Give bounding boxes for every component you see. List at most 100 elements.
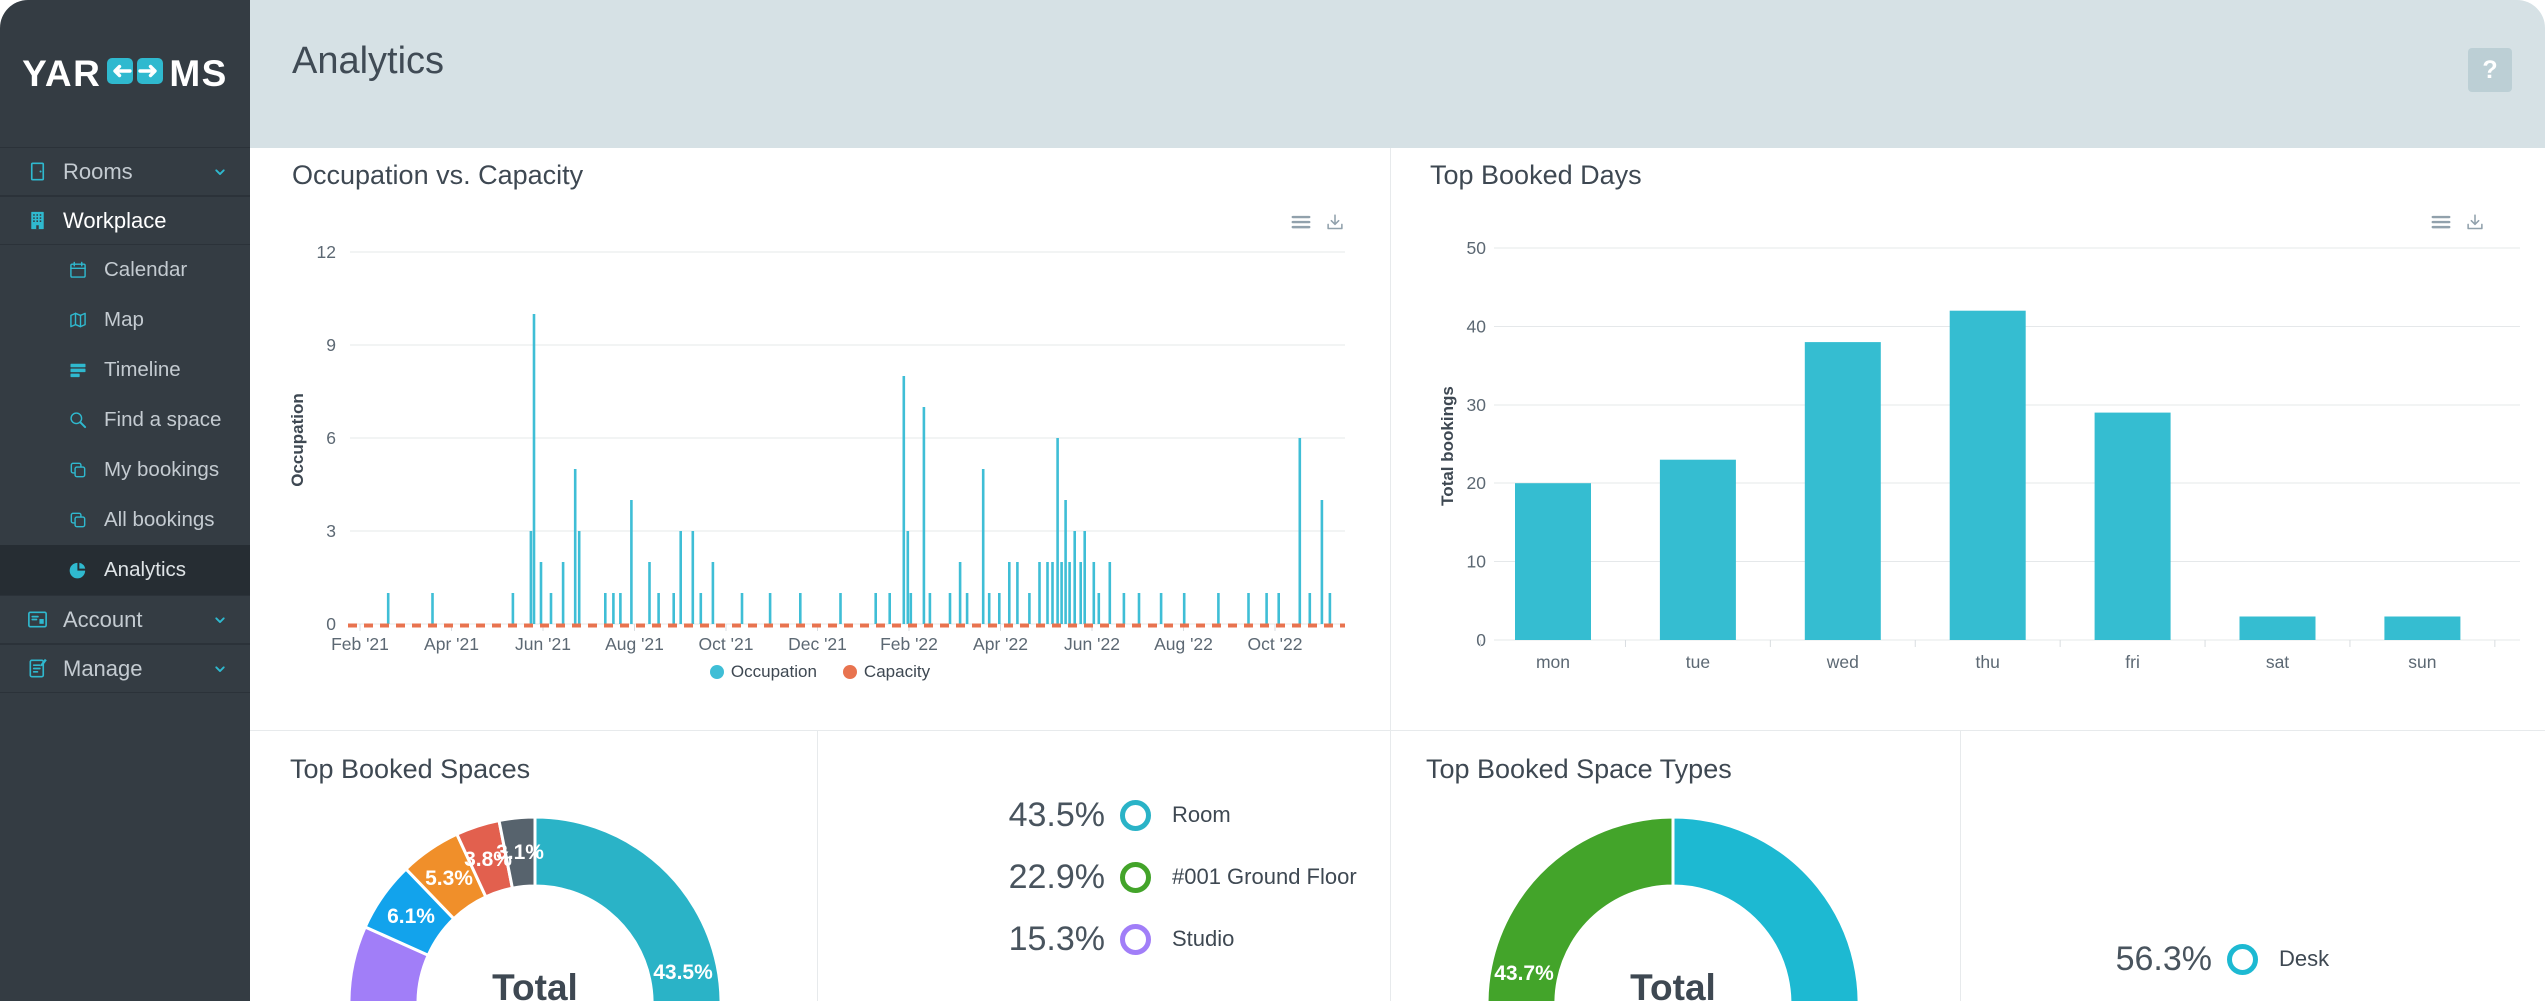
svg-text:tue: tue xyxy=(1686,652,1710,672)
sidebar-item-manage[interactable]: Manage xyxy=(0,644,250,693)
bar-sat xyxy=(2239,616,2316,640)
svg-text:Apr '21: Apr '21 xyxy=(424,634,479,654)
svg-text:Jun '21: Jun '21 xyxy=(515,634,571,654)
sidebar-item-label: Find a space xyxy=(104,408,222,431)
sidebar-item-label: Manage xyxy=(63,655,143,681)
logo-text-left: YAR xyxy=(22,52,102,94)
legend-ring-icon xyxy=(1120,923,1151,955)
top-booked-space-types-donut: 43.7% Total xyxy=(1485,815,1861,1001)
svg-text:40: 40 xyxy=(1467,316,1487,336)
donut-slice-percent: 43.7% xyxy=(1494,962,1554,985)
building-icon xyxy=(26,209,49,232)
pie-legend-row[interactable]: 15.3% Studio xyxy=(817,916,1235,962)
svg-text:30: 30 xyxy=(1467,395,1487,415)
door-icon xyxy=(26,160,49,183)
vertical-divider xyxy=(1960,730,1961,1001)
pie-legend-row[interactable]: 22.9% #001 Ground Floor xyxy=(817,854,1357,900)
sidebar-item-label: All bookings xyxy=(104,508,215,531)
sidebar-item-my-bookings[interactable]: My bookings xyxy=(0,445,250,495)
svg-text:6: 6 xyxy=(326,428,336,448)
chart-download-icon[interactable] xyxy=(1324,212,1346,234)
sidebar-menu: Rooms Workplace Calendar Map Timeline Find a … xyxy=(0,147,250,693)
legend-label: #001 Ground Floor xyxy=(1172,864,1357,889)
chart-download-icon[interactable] xyxy=(2464,212,2486,234)
calendar-icon xyxy=(68,260,88,280)
legend-item-capacity[interactable]: Capacity xyxy=(842,662,931,682)
svg-text:sun: sun xyxy=(2408,652,2436,672)
occupation-vs-capacity-chart: 0 3 6 9 12 Feb '21 Apr '21 Jun '21 Aug '21 Oct '2… xyxy=(317,242,1345,654)
top-booked-spaces-legend: 43.5% Room 22.9% #001 Ground Floor 15.3% Stud… xyxy=(817,730,1390,1001)
legend-dot-icon xyxy=(842,665,857,679)
sidebar-item-find-a-space[interactable]: Find a space xyxy=(0,395,250,445)
svg-text:Dec '21: Dec '21 xyxy=(788,634,847,654)
donut-slice-percent: 3.8% xyxy=(464,848,512,871)
map-icon xyxy=(68,310,88,330)
donut-center-label: Total xyxy=(492,967,578,1001)
svg-text:12: 12 xyxy=(317,242,336,262)
pie-legend-row[interactable]: 56.3% Desk xyxy=(1960,936,2330,982)
help-button[interactable]: ? xyxy=(2468,48,2512,92)
chart-menu-icon[interactable] xyxy=(2430,212,2452,234)
clipboard-icon xyxy=(26,657,49,680)
legend-percent: 15.3% xyxy=(1008,919,1105,958)
sidebar-item-timeline[interactable]: Timeline xyxy=(0,345,250,395)
bar-thu xyxy=(1949,310,2026,640)
legend-percent: 22.9% xyxy=(1008,857,1105,896)
sidebar-item-map[interactable]: Map xyxy=(0,295,250,345)
pie-legend-row[interactable]: 43.5% Room xyxy=(817,792,1231,838)
svg-text:20: 20 xyxy=(1467,473,1487,493)
svg-text:3: 3 xyxy=(326,521,336,541)
sidebar-item-calendar[interactable]: Calendar xyxy=(0,245,250,295)
legend-percent: 56.3% xyxy=(2115,939,2212,978)
chart-title-top-booked-days: Top Booked Days xyxy=(1430,160,1642,190)
chain-link-icon xyxy=(106,51,164,96)
svg-text:50: 50 xyxy=(1467,238,1487,258)
main-content: Occupation vs. Capacity Top Booked Days … xyxy=(250,148,2545,1001)
donut-slice-percent: 5.3% xyxy=(425,867,473,890)
legend-dot-icon xyxy=(709,665,724,679)
chart-legend: Occupation Capacity xyxy=(250,662,1390,682)
chart-title-occupation-capacity: Occupation vs. Capacity xyxy=(292,160,584,190)
sidebar-item-label: Map xyxy=(104,308,144,331)
sidebar-item-account[interactable]: Account xyxy=(0,595,250,644)
search-icon xyxy=(68,410,88,430)
donut-slice xyxy=(1485,815,1675,1001)
chart-title-top-booked-spaces: Top Booked Spaces xyxy=(290,754,531,784)
legend-ring-icon xyxy=(2227,943,2258,975)
svg-text:Jun '22: Jun '22 xyxy=(1064,634,1120,654)
chevron-down-icon xyxy=(210,659,230,679)
svg-text:9: 9 xyxy=(326,335,336,355)
logo-text-right: MS xyxy=(169,52,228,94)
svg-text:Oct '22: Oct '22 xyxy=(1248,634,1303,654)
legend-label: Studio xyxy=(1172,926,1235,951)
id-card-icon xyxy=(26,608,49,631)
sidebar-item-all-bookings[interactable]: All bookings xyxy=(0,495,250,545)
sidebar-item-label: Analytics xyxy=(104,558,187,581)
top-booked-days-chart: 0 10 20 30 40 50 mon tue wed thu fri sat sun xyxy=(1467,238,2520,672)
svg-text:sat: sat xyxy=(2266,652,2289,672)
sidebar-item-analytics[interactable]: Analytics xyxy=(0,545,250,595)
chart-menu-icon[interactable] xyxy=(1290,212,1312,234)
donut-slice-percent: 6.1% xyxy=(387,905,435,928)
bookings-icon xyxy=(68,460,88,480)
legend-label: Desk xyxy=(2279,946,2330,971)
page-header: Analytics ? xyxy=(250,0,2545,148)
chart-toolbar xyxy=(1290,212,1346,234)
svg-text:mon: mon xyxy=(1536,652,1570,672)
legend-percent: 43.5% xyxy=(1008,795,1105,834)
donut-slice xyxy=(497,815,537,890)
svg-text:0: 0 xyxy=(1476,630,1486,650)
donut-slice-percent: 43.5% xyxy=(653,961,713,984)
legend-item-label: Capacity xyxy=(863,662,931,681)
sidebar-item-rooms[interactable]: Rooms xyxy=(0,147,250,196)
sidebar-item-workplace[interactable]: Workplace xyxy=(0,196,250,245)
yarooms-logo[interactable]: YAR MS xyxy=(0,0,250,147)
svg-text:Apr '22: Apr '22 xyxy=(973,634,1028,654)
donut-slice-percent: 3.1% xyxy=(496,841,544,864)
legend-ring-icon xyxy=(1120,861,1151,893)
top-booked-spaces-donut: 43.5% 6.1% 5.3%3.8%3.1% Total xyxy=(347,815,723,1001)
vertical-divider xyxy=(817,730,818,1001)
legend-item-occupation[interactable]: Occupation xyxy=(709,662,817,682)
legend-item-label: Occupation xyxy=(730,662,817,681)
